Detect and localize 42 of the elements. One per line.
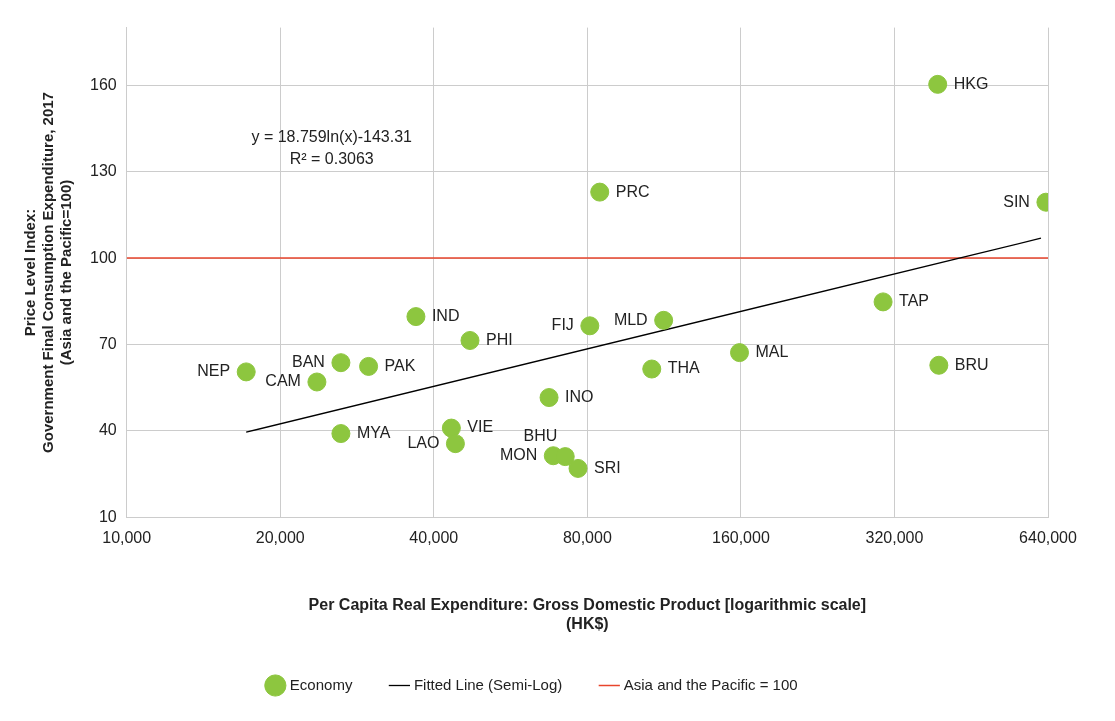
annotation: VIE	[467, 418, 494, 436]
y-tick-label: 10	[98, 507, 117, 525]
annotation: PHI	[485, 330, 513, 348]
y-tick-label: 130	[89, 162, 117, 180]
annotation: PAK	[384, 356, 416, 374]
annotation: TAP	[899, 292, 930, 310]
x-tick-label: 320,000	[865, 529, 924, 547]
x-tick-label: 640,000	[1019, 529, 1078, 547]
annotation: HKG	[953, 74, 989, 92]
y-tick-label: 40	[98, 421, 117, 439]
y-axis-title: Price Level Index: Government Final Consumption Expenditure, 2017 (Asia and the Pacific=100)	[21, 92, 75, 453]
x-tick-label: 40,000	[409, 529, 459, 547]
annotation: THA	[667, 359, 701, 377]
legend-label: Fitted Line (Semi-Log)	[413, 675, 563, 693]
annotation: BHU	[523, 427, 558, 445]
annotation: MON	[499, 446, 538, 464]
y-tick-label: 100	[89, 248, 117, 266]
x-axis-title: Per Capita Real Expenditure: Gross Domestic Product [logarithmic scale] (HK$)	[308, 595, 867, 632]
annotation: R² = 0.3063	[289, 150, 374, 168]
y-tick-label: 70	[98, 334, 117, 352]
x-tick-label: 10,000	[102, 529, 152, 547]
annotation: INO	[565, 387, 594, 405]
annotation: BAN	[292, 353, 325, 371]
x-tick-label: 80,000	[562, 529, 612, 547]
annotation: NEP	[197, 362, 231, 380]
annotation: FIJ	[551, 316, 574, 334]
annotation: MYA	[356, 423, 391, 441]
y-tick-label: 160	[89, 75, 117, 93]
annotation: IND	[431, 306, 460, 324]
x-tick-label: 20,000	[255, 529, 305, 547]
annotation: CAM	[265, 372, 301, 390]
annotation: MLD	[613, 310, 648, 328]
annotation: PRC	[615, 182, 650, 200]
annotation: SRI	[594, 458, 621, 476]
annotation: BRU	[954, 355, 989, 373]
annotation: SIN	[1003, 192, 1030, 210]
annotation: LAO	[407, 434, 440, 452]
annotation: MAL	[755, 343, 789, 360]
legend-label: Asia and the Pacific = 100	[623, 675, 798, 693]
annotation: y = 18.759ln(x)-143.31	[251, 128, 413, 146]
legend-label: Economy	[289, 675, 353, 693]
x-tick-label: 160,000	[711, 529, 770, 547]
